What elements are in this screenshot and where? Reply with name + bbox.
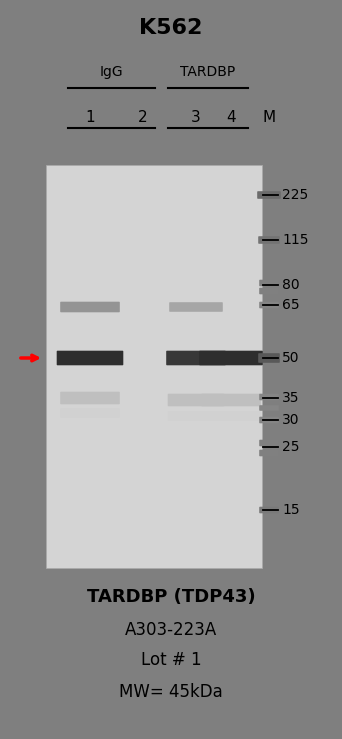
FancyBboxPatch shape	[166, 351, 226, 365]
FancyBboxPatch shape	[201, 411, 261, 420]
FancyBboxPatch shape	[60, 392, 120, 404]
FancyBboxPatch shape	[258, 353, 280, 363]
FancyBboxPatch shape	[259, 417, 279, 423]
Text: TARDBP (TDP43): TARDBP (TDP43)	[87, 588, 255, 606]
Text: MW= 45kDa: MW= 45kDa	[119, 683, 223, 701]
Text: K562: K562	[139, 18, 203, 38]
FancyBboxPatch shape	[201, 394, 261, 406]
FancyBboxPatch shape	[259, 302, 279, 308]
FancyBboxPatch shape	[168, 411, 224, 420]
FancyBboxPatch shape	[259, 440, 279, 446]
Text: 15: 15	[282, 503, 300, 517]
FancyBboxPatch shape	[169, 302, 223, 312]
Text: M: M	[262, 111, 276, 126]
Bar	[46, 165, 262, 568]
Text: 2: 2	[138, 111, 148, 126]
Text: 65: 65	[282, 298, 300, 312]
FancyBboxPatch shape	[60, 302, 120, 313]
FancyBboxPatch shape	[259, 450, 279, 456]
FancyBboxPatch shape	[199, 351, 263, 365]
Text: 50: 50	[282, 351, 300, 365]
Text: A303-223A: A303-223A	[125, 621, 217, 639]
Text: TARDBP: TARDBP	[180, 65, 236, 79]
Text: 115: 115	[282, 233, 308, 247]
Text: 225: 225	[282, 188, 308, 202]
FancyBboxPatch shape	[258, 236, 280, 244]
Text: 3: 3	[191, 111, 201, 126]
Text: 80: 80	[282, 278, 300, 292]
FancyBboxPatch shape	[60, 408, 120, 418]
Text: 25: 25	[282, 440, 300, 454]
FancyBboxPatch shape	[259, 279, 279, 286]
FancyBboxPatch shape	[168, 394, 224, 406]
FancyBboxPatch shape	[257, 191, 281, 199]
Text: IgG: IgG	[100, 65, 123, 79]
FancyBboxPatch shape	[259, 405, 279, 411]
Text: 35: 35	[282, 391, 300, 405]
FancyBboxPatch shape	[259, 394, 279, 401]
Text: 4: 4	[226, 111, 236, 126]
FancyBboxPatch shape	[57, 351, 123, 365]
Text: Lot # 1: Lot # 1	[141, 651, 201, 669]
Text: 1: 1	[85, 111, 95, 126]
FancyBboxPatch shape	[259, 507, 279, 514]
Text: 30: 30	[282, 413, 300, 427]
FancyBboxPatch shape	[259, 287, 279, 294]
